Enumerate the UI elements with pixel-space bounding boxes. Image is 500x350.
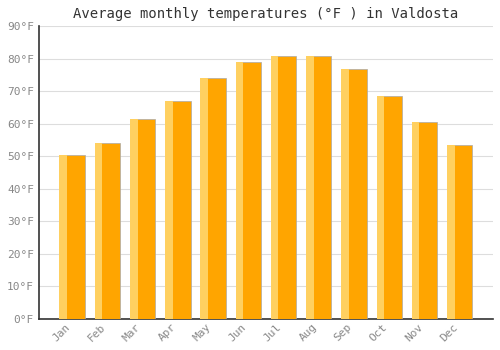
Bar bbox=[412, 122, 420, 319]
Bar bbox=[306, 56, 314, 319]
Bar bbox=[200, 78, 226, 319]
Bar bbox=[200, 78, 208, 319]
Bar bbox=[60, 155, 67, 319]
Bar bbox=[165, 101, 173, 319]
Bar bbox=[342, 69, 366, 319]
Bar bbox=[94, 143, 102, 319]
Bar bbox=[130, 119, 138, 319]
Bar bbox=[306, 56, 332, 319]
Bar bbox=[236, 62, 261, 319]
Bar bbox=[94, 143, 120, 319]
Bar bbox=[130, 119, 156, 319]
Bar bbox=[342, 69, 349, 319]
Bar bbox=[165, 101, 190, 319]
Bar bbox=[376, 96, 384, 319]
Bar bbox=[271, 56, 278, 319]
Bar bbox=[60, 155, 85, 319]
Bar bbox=[412, 122, 437, 319]
Bar bbox=[376, 96, 402, 319]
Bar bbox=[236, 62, 243, 319]
Bar bbox=[447, 145, 454, 319]
Bar bbox=[271, 56, 296, 319]
Title: Average monthly temperatures (°F ) in Valdosta: Average monthly temperatures (°F ) in Va… bbox=[74, 7, 458, 21]
Bar bbox=[447, 145, 472, 319]
